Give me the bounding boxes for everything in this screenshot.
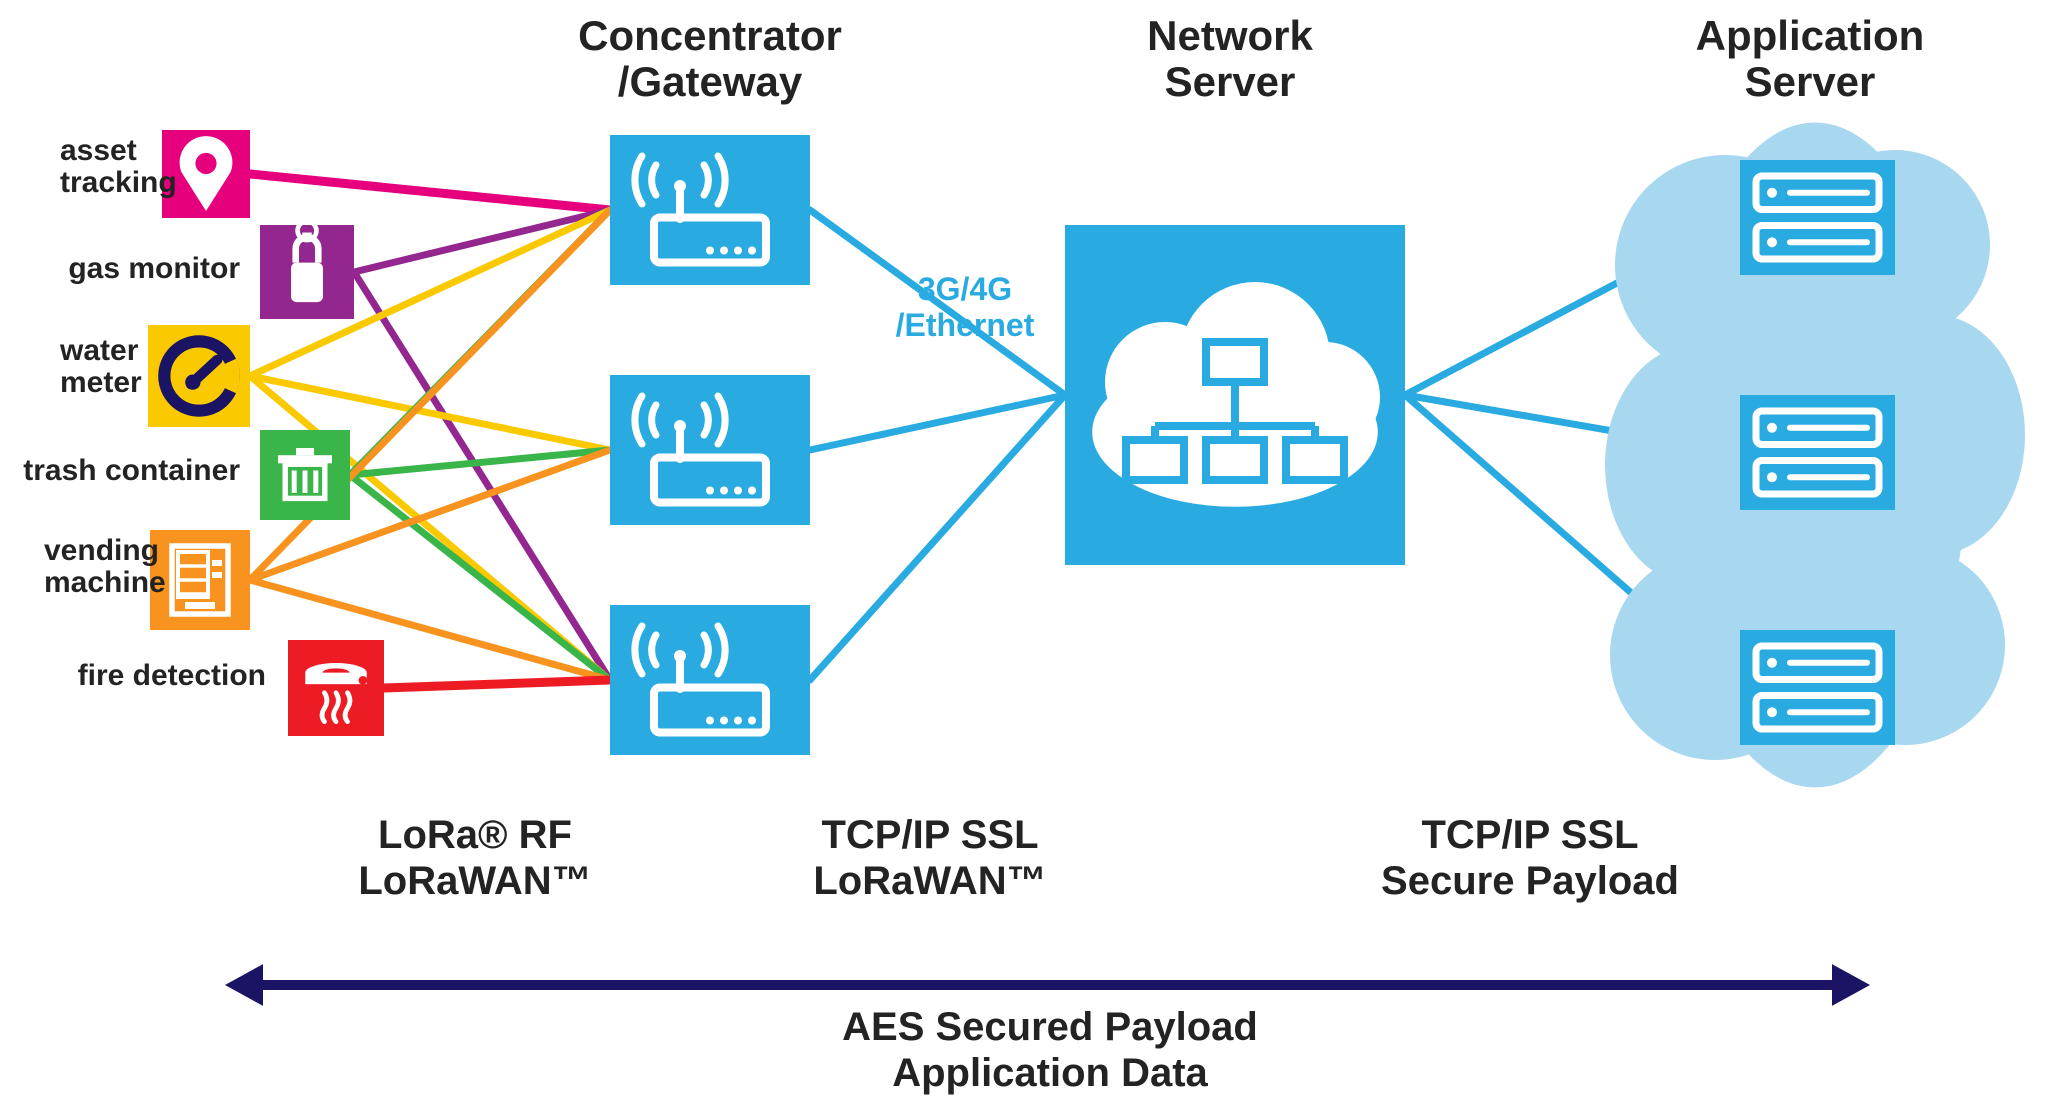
asset-tracking-label-l1: asset — [60, 134, 137, 167]
header-network-l1: Network — [1147, 12, 1313, 59]
gw-3-icon — [610, 605, 810, 755]
header-network-l2: Server — [1165, 58, 1296, 105]
link-trash-container-to-gw-3 — [350, 475, 610, 680]
tier-tcpip2-l2: Secure Payload — [1381, 859, 1679, 903]
gw-1-icon — [610, 135, 810, 285]
trash-container-node — [260, 430, 350, 520]
fire-detection-label-l1: fire detection — [78, 659, 266, 692]
architecture-diagram: Concentrator/GatewayNetworkServerApplica… — [0, 0, 2048, 1099]
tier-tcpip1-l2: LoRaWAN™ — [813, 859, 1046, 903]
backhaul-gw-3 — [810, 395, 1065, 680]
vending-machine-label-l2: machine — [44, 566, 166, 599]
aes-label-l2: Application Data — [892, 1051, 1208, 1095]
link-fire-detection-to-gw-3 — [384, 680, 610, 688]
app-2-icon — [1740, 395, 1895, 510]
app-3-icon — [1740, 630, 1895, 745]
water-meter-label-l2: meter — [60, 366, 142, 399]
aes-arrow — [225, 964, 1870, 1006]
backhaul-label-l2: /Ethernet — [896, 307, 1035, 343]
water-meter-node — [148, 325, 250, 427]
vending-machine-label-l1: vending — [44, 534, 159, 567]
gas-monitor-node — [260, 221, 354, 319]
header-gateway-l2: /Gateway — [618, 58, 803, 105]
header-app-l2: Server — [1745, 58, 1876, 105]
gw-2-icon — [610, 375, 810, 525]
link-asset-tracking-to-gw-1 — [250, 174, 610, 210]
tier-lora-l2: LoRaWAN™ — [358, 859, 591, 903]
tier-tcpip1-l1: TCP/IP SSL — [821, 813, 1038, 857]
app-1-icon — [1740, 160, 1895, 275]
fire-detection-node — [288, 640, 384, 736]
gas-monitor-label-l1: gas monitor — [68, 252, 240, 285]
header-app-l1: Application — [1696, 12, 1925, 59]
aes-label-l1: AES Secured Payload — [842, 1005, 1258, 1049]
header-gateway-l1: Concentrator — [578, 12, 842, 59]
tier-tcpip2-l1: TCP/IP SSL — [1421, 813, 1638, 857]
link-gas-monitor-to-gw-1 — [354, 210, 610, 272]
asset-tracking-label-l2: tracking — [60, 166, 177, 199]
trash-container-label-l1: trash container — [23, 454, 240, 487]
tier-lora-l1: LoRa® RF — [378, 813, 572, 857]
network-server-icon — [1065, 225, 1405, 565]
water-meter-label-l1: water — [59, 334, 139, 367]
backhaul-label-l1: 3G/4G — [918, 271, 1012, 307]
